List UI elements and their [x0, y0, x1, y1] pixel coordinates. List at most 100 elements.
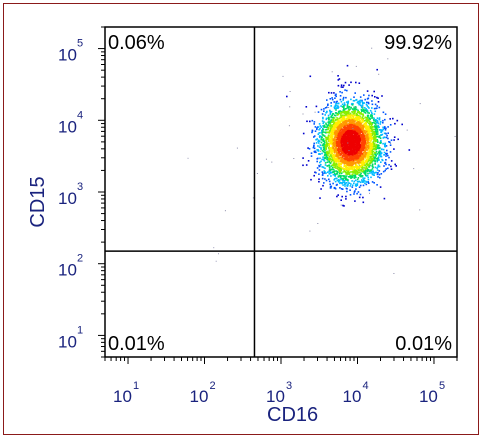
density-dot — [337, 175, 340, 178]
density-dot — [321, 171, 324, 173]
density-dot — [318, 153, 320, 155]
density-dot — [310, 152, 313, 154]
density-dot — [336, 165, 339, 168]
density-dot — [368, 124, 371, 126]
density-dot — [379, 123, 382, 125]
density-dot — [351, 104, 354, 106]
density-dot — [342, 162, 344, 164]
density-dot — [315, 142, 318, 144]
density-dot — [328, 178, 330, 181]
density-dot — [317, 157, 319, 160]
density-dot — [383, 136, 386, 138]
density-dot — [373, 113, 376, 115]
outlier-dot — [282, 75, 284, 77]
density-dot — [330, 168, 332, 171]
density-dot — [373, 147, 376, 150]
density-dot — [371, 113, 373, 115]
density-dot — [319, 161, 321, 164]
density-dot — [335, 124, 338, 126]
density-dot — [368, 120, 371, 123]
density-dot — [339, 150, 341, 153]
density-dot — [356, 140, 359, 143]
density-dot — [348, 106, 350, 109]
density-dot — [358, 160, 361, 162]
density-dot — [362, 133, 364, 135]
x-axis-title: CD16 — [267, 404, 318, 426]
density-dot — [316, 128, 318, 131]
density-dot — [358, 124, 360, 126]
density-dot — [367, 182, 370, 184]
density-dot — [352, 103, 354, 105]
density-dot — [335, 119, 337, 121]
density-dot — [375, 148, 377, 151]
density-dot — [330, 161, 333, 163]
density-dot — [365, 162, 368, 164]
density-dot — [356, 155, 358, 158]
outlier-dot — [406, 129, 408, 131]
density-dot — [365, 128, 368, 130]
density-dot — [354, 156, 357, 158]
density-dot — [330, 128, 332, 130]
density-dot — [371, 134, 373, 137]
density-dot — [353, 106, 355, 109]
outlier-dot — [309, 230, 311, 232]
density-dot — [351, 167, 354, 169]
density-dot — [369, 122, 371, 125]
density-dot — [333, 174, 336, 176]
density-dot — [348, 154, 350, 156]
density-dot — [351, 149, 354, 151]
density-dot — [345, 173, 347, 175]
density-dot — [360, 109, 363, 112]
density-dot — [358, 180, 361, 183]
density-dot — [349, 159, 352, 161]
density-dot — [350, 175, 352, 177]
density-dot — [354, 111, 356, 114]
density-dot — [346, 64, 349, 67]
density-dot — [370, 138, 373, 141]
density-dot — [344, 183, 347, 185]
density-dot — [374, 132, 376, 135]
density-dot — [383, 151, 386, 154]
density-dot — [343, 84, 345, 87]
density-dot — [351, 176, 354, 178]
density-dot — [350, 141, 352, 144]
density-dot — [362, 151, 365, 154]
density-dot — [346, 166, 349, 168]
density-dot — [377, 156, 380, 158]
density-dot — [394, 122, 396, 125]
density-dot — [353, 147, 355, 150]
density-dot — [340, 166, 342, 168]
density-dot — [325, 129, 327, 131]
density-dot — [339, 166, 341, 169]
density-dot — [354, 161, 356, 164]
density-dot — [375, 143, 378, 146]
density-dot — [340, 169, 342, 171]
density-dot — [350, 137, 353, 139]
density-dot — [371, 126, 373, 128]
density-dot — [330, 154, 332, 156]
density-dot — [368, 151, 371, 154]
density-dot — [358, 186, 361, 188]
density-dot — [339, 144, 342, 146]
density-dot — [335, 148, 338, 151]
density-dot — [329, 155, 331, 158]
density-dot — [321, 152, 323, 155]
density-dot — [326, 150, 328, 153]
density-dot — [329, 113, 332, 115]
density-dot — [353, 166, 356, 168]
density-dot — [344, 125, 346, 127]
density-dot — [316, 149, 318, 151]
density-dot — [343, 127, 346, 129]
density-dot — [352, 116, 355, 119]
density-dot — [338, 148, 341, 150]
density-dot — [363, 120, 366, 122]
density-dot — [336, 173, 339, 175]
density-dot — [328, 134, 330, 136]
density-dot — [357, 102, 360, 105]
density-dot — [315, 138, 317, 141]
density-dot — [355, 106, 357, 109]
density-dot — [314, 151, 316, 153]
density-dot — [330, 115, 332, 118]
density-dot — [331, 116, 334, 119]
